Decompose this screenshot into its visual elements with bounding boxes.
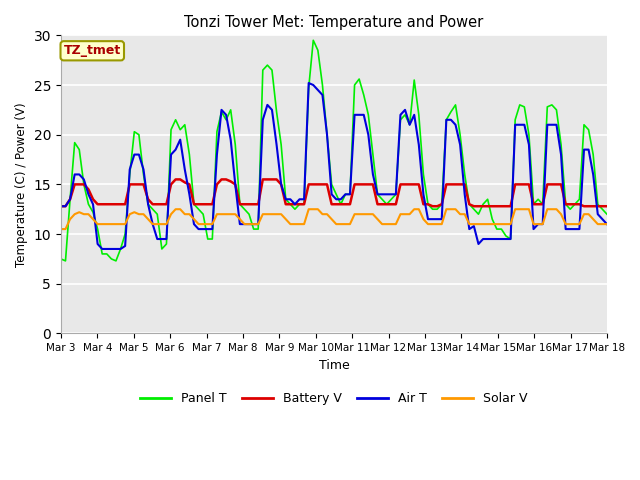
Air T <box>594 211 602 217</box>
Solar V <box>172 206 179 212</box>
Solar V <box>365 211 372 217</box>
Battery V <box>365 181 372 187</box>
Solar V <box>589 216 597 222</box>
Air T <box>442 117 450 123</box>
Solar V <box>209 221 216 227</box>
Line: Panel T: Panel T <box>61 40 607 261</box>
Battery V <box>57 204 65 209</box>
Panel T <box>61 258 69 264</box>
Solar V <box>438 221 445 227</box>
Air T <box>57 204 65 209</box>
Panel T <box>177 127 184 132</box>
Panel T <box>57 256 65 262</box>
Panel T <box>603 211 611 217</box>
Line: Solar V: Solar V <box>61 209 607 229</box>
Panel T <box>309 37 317 43</box>
Air T <box>99 246 106 252</box>
Line: Air T: Air T <box>61 83 607 249</box>
Panel T <box>369 152 377 157</box>
X-axis label: Time: Time <box>319 359 349 372</box>
Legend: Panel T, Battery V, Air T, Solar V: Panel T, Battery V, Air T, Solar V <box>135 387 533 410</box>
Battery V <box>177 177 184 182</box>
Air T <box>369 171 377 177</box>
Y-axis label: Temperature (C) / Power (V): Temperature (C) / Power (V) <box>15 102 28 267</box>
Battery V <box>438 202 445 207</box>
Battery V <box>172 177 179 182</box>
Battery V <box>603 204 611 209</box>
Text: TZ_tmet: TZ_tmet <box>63 44 121 57</box>
Air T <box>603 221 611 227</box>
Air T <box>305 80 312 86</box>
Battery V <box>493 204 500 209</box>
Solar V <box>57 226 65 232</box>
Panel T <box>497 226 505 232</box>
Line: Battery V: Battery V <box>61 180 607 206</box>
Solar V <box>177 206 184 212</box>
Battery V <box>589 204 597 209</box>
Panel T <box>209 236 216 242</box>
Panel T <box>594 202 602 207</box>
Title: Tonzi Tower Met: Temperature and Power: Tonzi Tower Met: Temperature and Power <box>184 15 484 30</box>
Air T <box>209 226 216 232</box>
Battery V <box>209 202 216 207</box>
Air T <box>497 236 505 242</box>
Panel T <box>442 117 450 123</box>
Air T <box>177 137 184 143</box>
Solar V <box>603 221 611 227</box>
Solar V <box>493 221 500 227</box>
